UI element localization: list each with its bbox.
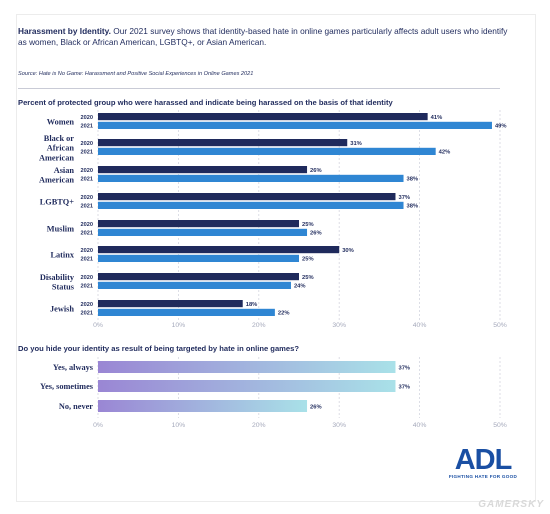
chart2-x-tick-label: 10%	[172, 422, 186, 429]
chart1-year-label: 2020	[81, 248, 93, 254]
chart1-x-tick-label: 0%	[93, 322, 103, 329]
chart1-value-label: 49%	[495, 124, 507, 130]
chart1-title: Percent of protected group who were hara…	[18, 98, 393, 107]
chart1-bar	[98, 174, 404, 182]
chart1-bar	[98, 300, 243, 308]
chart2-category-label: Yes, always	[53, 363, 94, 372]
chart2-bar	[98, 361, 396, 373]
chart2-x-tick-label: 40%	[413, 422, 427, 429]
chart2-value-label: 37%	[398, 385, 410, 391]
chart1-bar	[98, 139, 348, 147]
chart1-year-label: 2020	[81, 141, 93, 147]
intro-lead: Harassment by Identity.	[18, 26, 111, 36]
adl-logo: ADL FIGHTING HATE FOR GOOD	[448, 444, 518, 480]
chart1-year-label: 2021	[81, 177, 93, 183]
chart1-category-label: LGBTQ+	[40, 198, 75, 207]
chart1-category-label: Black or African American	[39, 134, 74, 162]
chart1-bar	[98, 220, 299, 228]
chart1-value-label: 41%	[431, 115, 443, 121]
chart1-year-label: 2021	[81, 124, 93, 130]
chart2-x-tick-label: 30%	[332, 422, 346, 429]
chart1-bar	[98, 193, 396, 201]
chart1-x-tick-label: 20%	[252, 322, 266, 329]
chart1-bar	[98, 281, 291, 289]
chart1-bar	[98, 166, 308, 174]
chart1-year-label: 2021	[81, 150, 93, 156]
chart1-value-label: 22%	[278, 311, 290, 317]
chart1-category-label: Disability Status	[40, 273, 75, 292]
chart2-bar	[98, 380, 396, 392]
chart2-value-label: 26%	[310, 405, 322, 411]
chart2-category-label: No, never	[59, 402, 93, 411]
chart1-year-label: 2021	[81, 231, 93, 237]
chart1-value-label: 24%	[294, 284, 306, 290]
logo-wordmark: ADL	[454, 444, 513, 476]
source-note: Source: Hate is No Game: Harassment and …	[18, 71, 254, 77]
chart1-year-label: 2021	[81, 204, 93, 210]
chart1-year-label: 2020	[81, 302, 93, 308]
chart1-value-label: 25%	[302, 222, 314, 228]
chart1-value-label: 37%	[398, 195, 410, 201]
chart1-year-label: 2021	[81, 311, 93, 317]
chart1-value-label: 26%	[310, 168, 322, 174]
chart1-category-label: Muslim	[47, 225, 74, 234]
intro-body: Our 2021 survey shows that identity-base…	[18, 26, 508, 47]
chart1-value-label: 38%	[407, 177, 419, 183]
chart1-category-label: Latinx	[50, 251, 74, 260]
chart1-value-label: 31%	[350, 141, 362, 147]
chart1-bar	[98, 228, 308, 236]
chart2-value-label: 37%	[398, 366, 410, 372]
chart1-x-tick-label: 10%	[172, 322, 186, 329]
chart1-value-label: 26%	[310, 231, 322, 237]
chart1-year-label: 2021	[81, 284, 93, 290]
chart2-x-tick-label: 50%	[493, 422, 507, 429]
chart2-category-label: Yes, sometimes	[40, 382, 94, 391]
chart2-title: Do you hide your identity as result of b…	[18, 344, 300, 353]
chart1-year-label: 2020	[81, 168, 93, 174]
chart1-bar	[98, 308, 275, 316]
chart2-x-tick-label: 20%	[252, 422, 266, 429]
chart1-category-label: Jewish	[50, 305, 74, 314]
chart1-bar	[98, 121, 492, 129]
chart1-value-label: 18%	[246, 302, 258, 308]
chart1-x-tick-label: 30%	[332, 322, 346, 329]
chart1-bar	[98, 113, 428, 121]
chart1-category-label: Women	[47, 118, 75, 127]
watermark: GAMERSKY	[478, 499, 544, 510]
chart1-bar	[98, 201, 404, 209]
chart1-value-label: 42%	[439, 150, 451, 156]
chart1-year-label: 2020	[81, 222, 93, 228]
chart2-bar	[98, 400, 308, 412]
logo-tagline: FIGHTING HATE FOR GOOD	[448, 474, 518, 479]
intro-text: Harassment by Identity. Our 2021 survey …	[18, 26, 508, 48]
chart1-category-label: Asian American	[39, 166, 74, 185]
chart1-bar	[98, 246, 340, 254]
chart1-x-tick-label: 50%	[493, 322, 507, 329]
chart1-x-tick-label: 40%	[413, 322, 427, 329]
chart2-x-tick-label: 0%	[93, 422, 103, 429]
chart1-bar	[98, 147, 436, 155]
divider	[18, 88, 500, 89]
chart1-bar	[98, 273, 299, 281]
chart1-bar	[98, 254, 299, 262]
chart1-value-label: 30%	[342, 248, 354, 254]
chart1-value-label: 25%	[302, 275, 314, 281]
chart1-year-label: 2020	[81, 275, 93, 281]
chart1-value-label: 25%	[302, 257, 314, 263]
chart1-value-label: 38%	[407, 204, 419, 210]
chart1-year-label: 2021	[81, 257, 93, 263]
chart1-year-label: 2020	[81, 195, 93, 201]
chart1-year-label: 2020	[81, 115, 93, 121]
